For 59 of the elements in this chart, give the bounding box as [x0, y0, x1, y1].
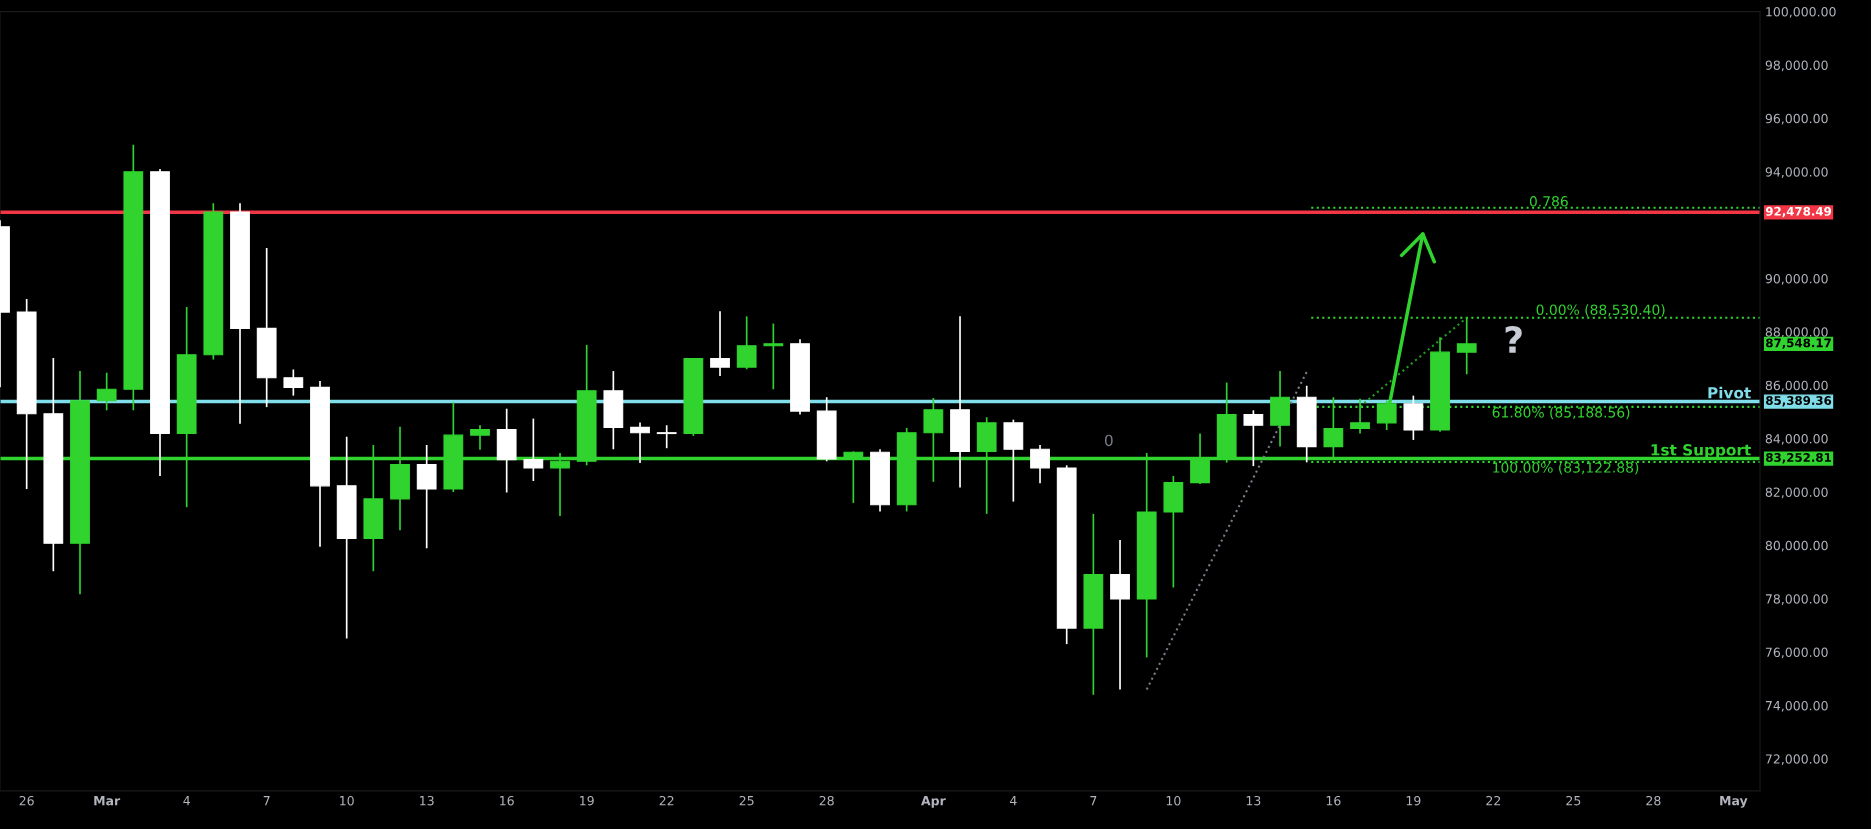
- ref-line-label: 100.00% (83,122.88): [1493, 462, 1639, 475]
- x-tick-label: 13: [420, 795, 434, 806]
- x-tick-label: 7: [263, 796, 270, 806]
- x-tick-label: 10: [340, 795, 354, 806]
- x-tick-label: 10: [1166, 795, 1181, 806]
- x-tick-label: Mar: [94, 796, 121, 806]
- x-tick-label: Apr: [921, 796, 946, 808]
- x-tick-label: 19: [580, 795, 594, 806]
- y-tick-label: 90,000.00: [1765, 273, 1828, 285]
- y-tick-label: 78,000.00: [1765, 594, 1828, 605]
- candlestick: [736, 315, 757, 371]
- x-tick-label: 26: [19, 795, 34, 806]
- candlestick: [523, 417, 544, 482]
- candlestick: [763, 322, 784, 391]
- y-tick-label: 86,000.00: [1765, 380, 1828, 392]
- text: 87,548.17: [1766, 338, 1831, 349]
- candlestick: [710, 310, 730, 377]
- y-tick-label: 96,000.00: [1765, 113, 1828, 125]
- annotation: 0.786: [1529, 196, 1568, 207]
- text: 85,389.36: [1766, 396, 1832, 407]
- y-tick-label: 80,000.00: [1765, 540, 1828, 552]
- y-tick-label: 74,000.00: [1765, 700, 1828, 712]
- y-tick-label: 84,000.00: [1765, 434, 1828, 445]
- annotation: 0: [1104, 434, 1113, 447]
- ref-line-label: Pivot: [1708, 386, 1751, 399]
- candlestick: [283, 368, 304, 397]
- x-tick-label: 4: [183, 796, 190, 806]
- y-tick-label: 100,000.00: [1766, 7, 1836, 18]
- x-tick-label: 16: [500, 795, 514, 806]
- x-tick-label: 4: [1010, 796, 1017, 806]
- annotation: ?: [1505, 325, 1522, 353]
- ref-line-label: 1st Support: [1651, 444, 1751, 459]
- candlestick: [656, 424, 677, 450]
- x-tick-label: 7: [1090, 796, 1097, 806]
- y-tick-label: 94,000.00: [1765, 167, 1828, 178]
- x-tick-label: 13: [1246, 795, 1261, 806]
- x-tick-label: 25: [739, 795, 754, 806]
- y-tick-label: 88,000.00: [1765, 327, 1828, 339]
- y-tick-label: 76,000.00: [1765, 647, 1828, 659]
- x-tick-label: 22: [659, 795, 674, 806]
- candlestick: [470, 424, 490, 451]
- x-tick-label: May: [1720, 796, 1748, 808]
- text: 83,252.81: [1766, 453, 1831, 464]
- x-tick-label: 28: [819, 795, 834, 806]
- x-tick-label: 16: [1326, 795, 1341, 806]
- ref-line-label: 0.00% (88,530.40): [1536, 304, 1665, 317]
- y-tick-label: 82,000.00: [1765, 487, 1828, 499]
- x-tick-label: 19: [1406, 795, 1421, 806]
- x-tick-label: 28: [1646, 795, 1661, 806]
- x-tick-label: 25: [1566, 795, 1581, 806]
- y-tick-label: 72,000.00: [1765, 754, 1828, 766]
- candlestick: [96, 371, 117, 412]
- ref-line-label: 61.80% (85,188.56): [1492, 406, 1630, 420]
- x-tick-label: 22: [1486, 795, 1501, 806]
- y-tick-label: 98,000.00: [1765, 60, 1828, 72]
- candlestick: [1243, 409, 1264, 467]
- candlestick: [630, 421, 650, 464]
- candlestick: [1030, 444, 1050, 485]
- text: 92,478.49: [1765, 206, 1832, 218]
